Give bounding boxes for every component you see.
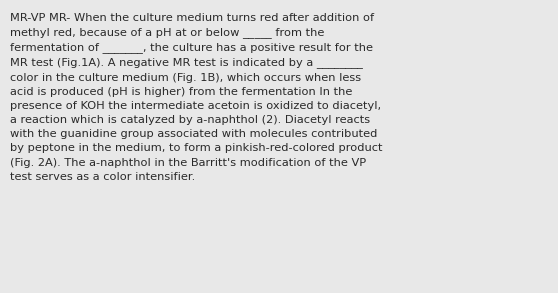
Text: MR-VP MR- When the culture medium turns red after addition of
methyl red, becaus: MR-VP MR- When the culture medium turns …: [10, 13, 383, 182]
